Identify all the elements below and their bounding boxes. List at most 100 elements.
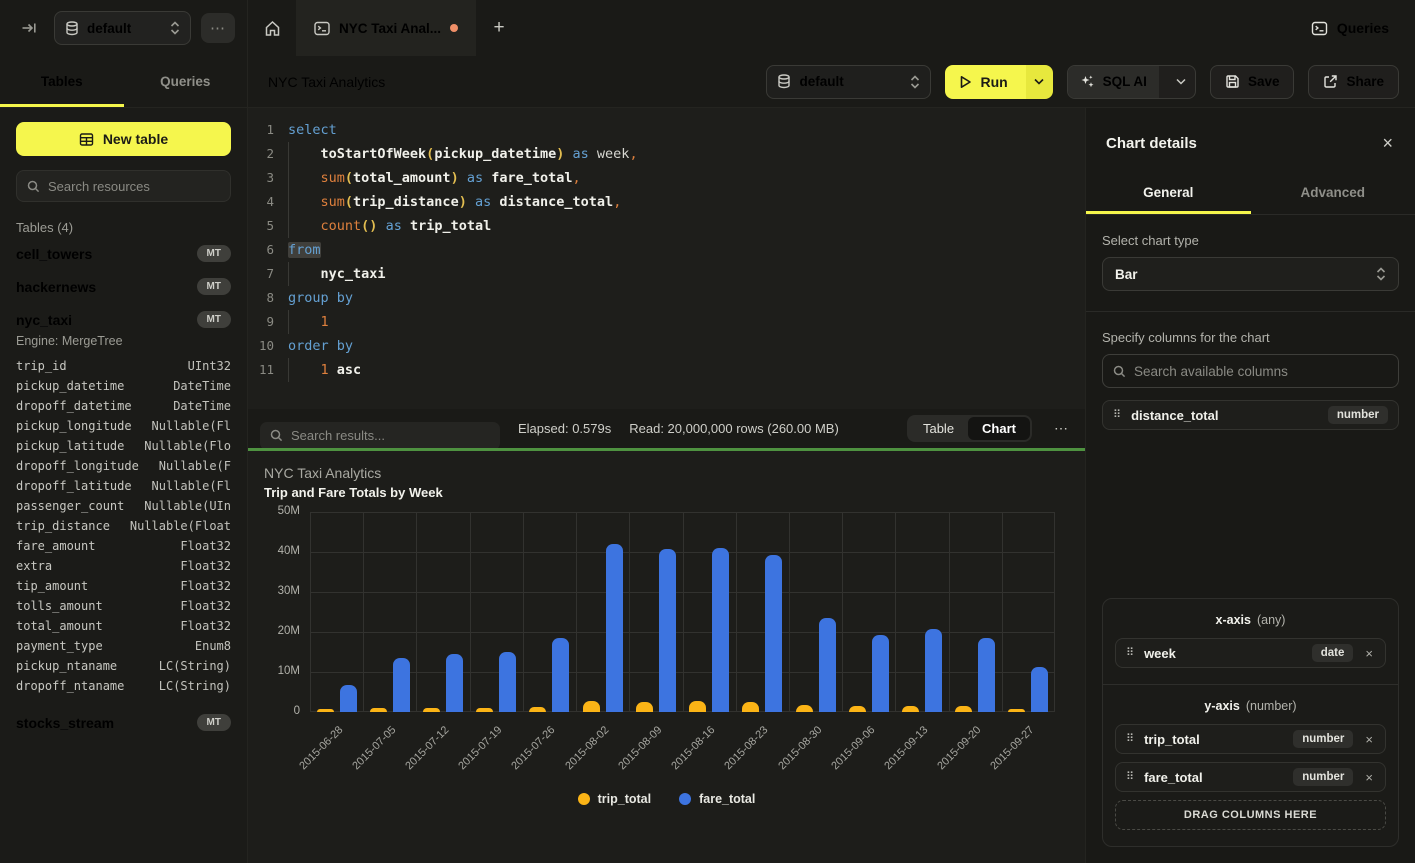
tab-advanced[interactable]: Advanced (1300, 185, 1366, 200)
resource-search[interactable] (16, 170, 231, 202)
bar-fare_total[interactable] (499, 652, 517, 712)
sql-editor[interactable]: 1 select 2 toStartOfWeek(pickup_datetime) a… (248, 108, 1085, 409)
bar-fare_total[interactable] (712, 547, 730, 712)
remove-column-button[interactable]: × (1365, 645, 1373, 661)
run-button[interactable]: Run (945, 64, 1026, 99)
bar-trip_total[interactable] (689, 700, 707, 712)
gridline (735, 512, 737, 712)
table-row[interactable]: cell_towers MT (16, 237, 231, 270)
bar-trip_total[interactable] (476, 708, 494, 712)
home-button[interactable] (248, 0, 296, 56)
y-axis-section: y-axis (number) ⠿ trip_total number × ⠿ fare_t… (1103, 684, 1398, 846)
bar-fare_total[interactable] (765, 554, 783, 712)
bar-fare_total[interactable] (446, 654, 464, 712)
view-toggle-chart[interactable]: Chart (968, 417, 1030, 440)
gridline (310, 512, 311, 712)
bar-trip_total[interactable] (1008, 708, 1026, 712)
new-tab-button[interactable]: + (476, 0, 522, 56)
bar-fare_total[interactable] (552, 637, 570, 712)
view-toggle: Table Chart (906, 415, 1032, 442)
bar-trip_total[interactable] (955, 706, 973, 712)
bar-fare_total[interactable] (658, 549, 676, 712)
bar-fare_total[interactable] (978, 637, 996, 712)
bar-fare_total[interactable] (605, 544, 623, 712)
database-selector[interactable]: default (54, 11, 191, 45)
line-number: 6 (266, 242, 274, 257)
tab-general[interactable]: General (1086, 172, 1251, 214)
results-search-input[interactable] (291, 428, 490, 443)
column-item-week[interactable]: ⠿ week date × (1115, 638, 1386, 668)
close-button[interactable]: × (1382, 134, 1393, 152)
bar-fare_total[interactable] (392, 658, 410, 712)
line-number: 9 (266, 314, 274, 329)
bar-fare_total[interactable] (339, 684, 357, 712)
legend-item-fare_total[interactable]: fare_total (679, 792, 755, 806)
run-options-button[interactable] (1025, 64, 1053, 99)
column-row: dropoff_ntaname LC(String) (16, 679, 231, 693)
collapse-sidebar-icon (21, 20, 37, 36)
sql-ai-label: SQL AI (1102, 74, 1147, 89)
chart-title: NYC Taxi Analytics (264, 465, 382, 481)
bar-trip_total[interactable] (742, 702, 760, 712)
sidebar-tab-tables[interactable]: Tables (0, 56, 124, 107)
code-line: 7 nyc_taxi (248, 262, 1085, 286)
table-grid-icon (79, 132, 94, 147)
drag-handle-icon[interactable]: ⠿ (1126, 732, 1135, 745)
legend-item-trip_total[interactable]: trip_total (577, 792, 651, 806)
drag-handle-icon[interactable]: ⠿ (1113, 408, 1122, 421)
column-item-trip_total[interactable]: ⠿ trip_total number × (1115, 724, 1386, 754)
remove-column-button[interactable]: × (1365, 731, 1373, 747)
new-table-button[interactable]: New table (16, 122, 231, 156)
results-more-button[interactable]: ⋯ (1054, 420, 1069, 436)
table-row[interactable]: nyc_taxi MT (16, 303, 231, 336)
column-search[interactable] (1102, 354, 1399, 388)
chart-details-header: Chart details × (1086, 108, 1415, 172)
toolbar-database-selector[interactable]: default (766, 64, 932, 99)
line-number: 3 (266, 170, 274, 185)
column-search-input[interactable] (1134, 363, 1388, 379)
gridline (416, 512, 418, 712)
bar-trip_total[interactable] (635, 701, 653, 712)
column-type-badge: number (1293, 768, 1354, 786)
sql-ai-options-button[interactable] (1167, 66, 1195, 98)
bar-chart-plot[interactable]: 0 10M 20M 30M 40M 50M (278, 505, 1055, 717)
sidebar-more-button[interactable]: ⋯ (201, 13, 235, 43)
collapse-sidebar-button[interactable] (14, 13, 44, 43)
bar-fare_total[interactable] (818, 618, 836, 712)
query-tab[interactable]: NYC Taxi Anal... (296, 0, 477, 56)
drag-handle-icon[interactable]: ⠿ (1126, 770, 1135, 783)
column-row: total_amount Float32 (16, 619, 231, 633)
gridline (948, 512, 950, 712)
table-row[interactable]: hackernews MT (16, 270, 231, 303)
sql-ai-button[interactable]: SQL AI (1067, 65, 1159, 98)
chart-type-select[interactable]: Bar (1102, 257, 1399, 291)
column-item-distance_total[interactable]: ⠿ distance_total number (1102, 400, 1399, 430)
bar-trip_total[interactable] (316, 709, 334, 712)
engine-badge: MT (196, 311, 231, 328)
bar-fare_total[interactable] (871, 634, 889, 712)
save-button[interactable]: Save (1209, 64, 1295, 99)
bar-trip_total[interactable] (582, 700, 600, 712)
bar-trip_total[interactable] (423, 708, 441, 712)
bar-trip_total[interactable] (795, 705, 813, 712)
results-search[interactable] (260, 421, 500, 450)
queries-button[interactable]: Queries (1285, 0, 1415, 56)
bar-trip_total[interactable] (529, 707, 547, 712)
table-row[interactable]: stocks_stream MT (16, 706, 231, 739)
line-number: 10 (258, 338, 274, 353)
remove-column-button[interactable]: × (1365, 769, 1373, 785)
view-toggle-table[interactable]: Table (922, 421, 955, 436)
bar-trip_total[interactable] (848, 706, 866, 712)
bar-trip_total[interactable] (369, 708, 387, 712)
drag-columns-drop-zone[interactable]: DRAG COLUMNS HERE (1115, 800, 1386, 830)
bar-fare_total[interactable] (924, 629, 942, 712)
column-item-fare_total[interactable]: ⠿ fare_total number × (1115, 762, 1386, 792)
bar-fare_total[interactable] (1031, 666, 1049, 712)
drag-handle-icon[interactable]: ⠿ (1126, 646, 1135, 659)
sidebar-tab-queries[interactable]: Queries (160, 74, 211, 89)
resource-search-input[interactable] (48, 178, 220, 194)
code-line: 10 order by (248, 334, 1085, 358)
share-button[interactable]: Share (1308, 64, 1399, 99)
bar-trip_total[interactable] (901, 706, 919, 712)
x-axis-hint: (any) (1256, 613, 1286, 627)
